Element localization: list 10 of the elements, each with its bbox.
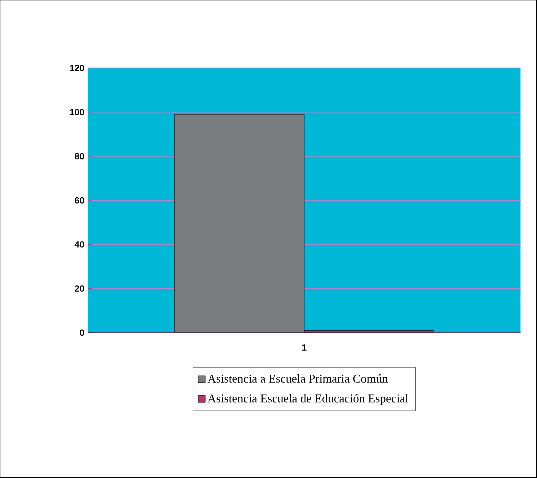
legend-label: Asistencia Escuela de Educación Especial [208,394,408,406]
y-tick-label: 80 [75,153,84,160]
y-tick-label: 40 [74,241,84,248]
y-tick-label: 120 [70,65,84,72]
y-tick-label: 100 [70,109,84,116]
y-tick-label: 20 [75,286,84,292]
x-tick-label: 1 [302,344,307,351]
legend-label: Asistencia a Escuela Primaria Común [208,374,388,383]
y-tick-label: 60 [75,197,84,204]
y-tick-label: 0 [80,330,84,336]
